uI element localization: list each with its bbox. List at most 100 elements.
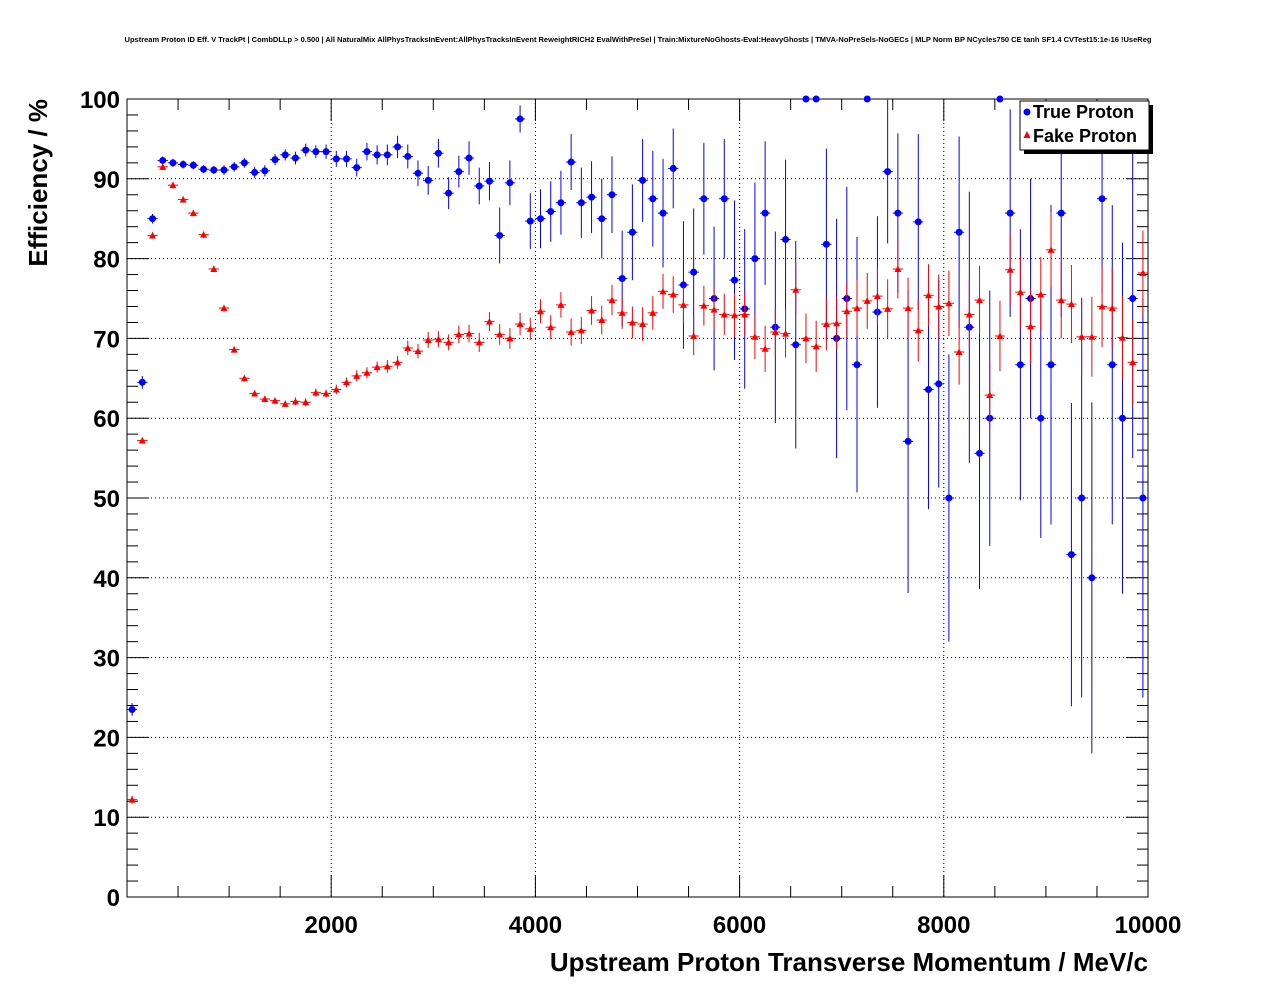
true-proton-point: [974, 317, 985, 589]
fake-proton-marker: [332, 385, 340, 393]
fake-proton-point: [984, 360, 995, 430]
fake-proton-point: [851, 280, 863, 337]
true-proton-marker: [302, 146, 310, 154]
fake-proton-marker: [383, 362, 391, 370]
true-proton-point: [637, 138, 648, 222]
fake-proton-marker: [291, 397, 299, 405]
fake-proton-marker: [720, 310, 728, 318]
true-proton-point: [382, 144, 393, 166]
fake-proton-point: [494, 324, 505, 345]
fake-proton-marker: [1057, 296, 1065, 304]
fake-proton-point: [453, 325, 464, 344]
true-proton-marker: [210, 166, 218, 174]
fake-proton-marker: [700, 302, 708, 309]
fake-proton-marker: [690, 332, 698, 340]
true-proton-marker: [1118, 414, 1126, 422]
true-proton-point: [668, 128, 679, 209]
true-proton-marker: [1078, 494, 1086, 502]
true-proton-marker: [598, 215, 606, 223]
true-proton-marker: [996, 95, 1004, 103]
true-proton-marker: [149, 215, 157, 223]
fake-proton-point: [239, 374, 250, 382]
true-proton-marker: [792, 341, 800, 349]
fake-proton-point: [913, 299, 924, 362]
fake-proton-marker: [761, 345, 769, 352]
true-proton-marker: [281, 151, 289, 159]
y-tick-label: 0: [107, 885, 120, 912]
fake-proton-point: [657, 273, 669, 309]
fake-proton-marker: [802, 334, 810, 342]
fake-proton-marker: [669, 291, 677, 298]
fake-proton-marker: [200, 231, 208, 238]
fake-proton-marker: [955, 348, 963, 355]
fake-proton-point: [749, 314, 761, 360]
true-proton-marker: [894, 209, 902, 217]
fake-proton-marker: [730, 311, 738, 319]
fake-proton-marker: [965, 310, 973, 318]
series-fake-proton: [127, 163, 1148, 804]
true-proton-marker: [485, 177, 493, 185]
fake-proton-marker: [251, 389, 259, 397]
true-proton-marker: [516, 115, 524, 123]
true-proton-point: [882, 99, 893, 244]
true-proton-point: [300, 143, 311, 157]
fake-proton-marker: [924, 291, 932, 299]
fake-proton-point: [586, 296, 597, 325]
chart-title: Upstream Proton ID Eff. V TrackPt | Comb…: [125, 35, 1152, 44]
true-proton-marker: [322, 148, 330, 156]
y-axis-title: Efficiency / %: [23, 99, 53, 267]
fake-proton-point: [729, 293, 740, 337]
fake-proton-point: [627, 306, 638, 339]
fake-proton-point: [525, 317, 536, 340]
fake-proton-marker: [618, 309, 626, 316]
true-proton-marker: [434, 149, 442, 157]
fake-proton-marker: [873, 292, 881, 300]
fake-proton-point: [504, 328, 515, 349]
fake-proton-point: [1005, 233, 1016, 306]
true-proton-marker: [291, 154, 299, 162]
fake-proton-point: [678, 286, 689, 324]
true-proton-point: [596, 178, 607, 259]
y-tick-label: 40: [93, 566, 120, 593]
true-proton-point: [361, 142, 373, 161]
grid-lines: [127, 99, 1148, 897]
true-proton-point: [402, 144, 413, 169]
true-proton-point: [811, 95, 822, 103]
true-proton-point: [178, 160, 189, 169]
fake-proton-marker: [373, 363, 381, 371]
data-points: [127, 95, 1148, 804]
true-proton-point: [994, 95, 1006, 103]
fake-proton-marker: [343, 378, 351, 386]
legend-box: [1019, 100, 1150, 151]
fake-proton-marker: [567, 328, 575, 336]
y-tick-label: 50: [93, 486, 120, 513]
legend-marker-fake-proton: [1023, 131, 1031, 138]
fake-proton-marker: [189, 209, 197, 217]
fake-proton-point: [606, 284, 618, 316]
y-tick-label: 60: [93, 406, 120, 433]
true-proton-point: [320, 144, 332, 159]
true-proton-marker: [761, 209, 769, 217]
fake-proton-point: [1035, 257, 1046, 333]
true-proton-marker: [659, 209, 667, 217]
fake-proton-marker: [496, 330, 504, 338]
fake-proton-marker: [210, 265, 218, 272]
fake-proton-point: [566, 318, 577, 346]
true-proton-marker: [383, 151, 391, 159]
true-proton-point: [657, 158, 669, 268]
fake-proton-point: [514, 312, 526, 336]
fake-proton-marker: [353, 372, 361, 379]
true-proton-marker: [159, 156, 167, 164]
fake-proton-marker: [649, 309, 657, 316]
fake-proton-point: [443, 334, 454, 351]
true-proton-marker: [496, 231, 504, 239]
fake-proton-marker: [1067, 300, 1075, 308]
fake-proton-marker: [557, 301, 565, 308]
fake-proton-point: [831, 296, 842, 350]
fake-proton-marker: [445, 338, 453, 346]
true-proton-marker: [700, 195, 708, 203]
fake-proton-marker: [424, 336, 432, 343]
true-proton-point: [127, 703, 138, 716]
fake-proton-marker: [159, 163, 167, 170]
fake-proton-marker: [179, 196, 187, 203]
